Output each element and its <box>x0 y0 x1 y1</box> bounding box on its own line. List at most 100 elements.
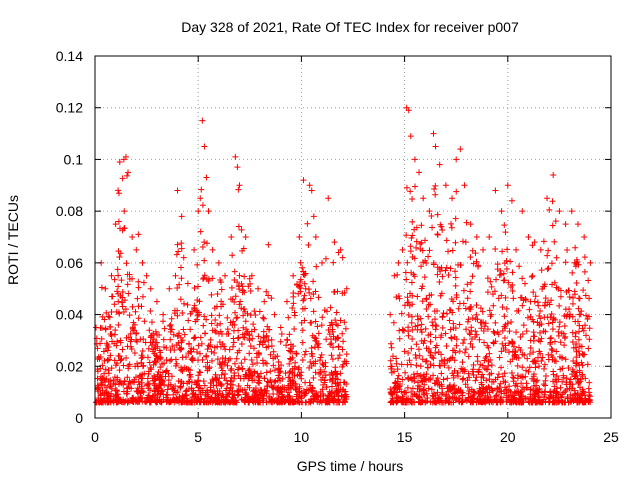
data-point <box>256 389 263 396</box>
data-point <box>299 339 306 346</box>
data-point <box>465 353 472 360</box>
data-point <box>458 399 465 406</box>
data-point <box>248 272 255 279</box>
data-point <box>451 334 458 341</box>
data-point <box>242 234 249 240</box>
data-point <box>117 337 124 344</box>
data-point <box>102 326 109 333</box>
data-point <box>160 318 167 325</box>
data-point <box>260 339 267 346</box>
data-point <box>553 389 560 396</box>
data-point <box>586 325 593 332</box>
data-point <box>493 276 500 283</box>
data-point <box>393 360 400 367</box>
data-point <box>503 394 510 401</box>
data-point <box>391 272 398 279</box>
data-point <box>242 318 249 325</box>
data-point <box>321 377 328 384</box>
data-point <box>537 308 544 315</box>
data-point <box>209 389 216 396</box>
data-point <box>561 323 568 330</box>
data-point <box>133 246 140 253</box>
data-point <box>126 361 133 368</box>
data-point <box>477 305 484 312</box>
data-point <box>520 297 527 304</box>
data-point <box>228 381 235 388</box>
data-point <box>323 398 330 405</box>
data-point <box>586 336 593 343</box>
data-point <box>252 311 259 318</box>
data-point <box>577 384 584 391</box>
data-point <box>144 354 151 361</box>
data-point <box>247 280 254 287</box>
data-point <box>510 378 517 385</box>
data-point <box>276 389 283 396</box>
data-point <box>178 378 185 385</box>
data-point <box>249 361 256 368</box>
data-point <box>582 322 589 329</box>
data-point <box>129 394 136 401</box>
data-point <box>167 357 173 364</box>
data-point <box>110 378 117 385</box>
data-point <box>481 396 488 403</box>
data-point <box>255 285 262 292</box>
data-point <box>408 398 415 405</box>
data-point <box>549 347 556 354</box>
data-point <box>389 399 396 406</box>
data-point <box>409 254 416 261</box>
data-point <box>463 219 470 226</box>
data-point <box>151 380 158 387</box>
data-point <box>195 377 202 384</box>
data-point <box>227 319 234 326</box>
data-point <box>496 354 503 361</box>
data-point <box>484 342 491 349</box>
data-point <box>439 324 446 331</box>
data-point <box>172 383 179 390</box>
data-point <box>498 348 505 355</box>
data-point <box>338 392 345 399</box>
data-point <box>157 364 164 371</box>
data-point <box>461 349 468 356</box>
data-point <box>232 293 239 300</box>
data-point <box>139 363 146 370</box>
data-point <box>121 225 128 232</box>
data-point <box>548 297 555 304</box>
data-point <box>422 358 429 365</box>
data-point <box>255 333 262 340</box>
data-point <box>535 337 542 344</box>
data-point <box>464 377 471 384</box>
data-point <box>553 373 560 380</box>
data-point <box>214 399 221 406</box>
data-point <box>506 328 513 335</box>
data-point <box>501 222 508 229</box>
data-point <box>139 259 146 266</box>
data-point <box>202 392 209 399</box>
data-point <box>147 285 154 292</box>
data-point <box>189 391 196 398</box>
data-point <box>197 391 204 398</box>
data-point <box>572 318 579 325</box>
data-point <box>229 391 236 398</box>
data-point <box>264 323 271 330</box>
data-point <box>446 357 453 364</box>
data-point <box>501 370 508 377</box>
data-point <box>544 195 551 202</box>
x-tick-label: 0 <box>91 429 99 445</box>
data-point <box>394 366 401 373</box>
data-point <box>135 284 142 291</box>
data-point <box>395 292 402 299</box>
data-point <box>184 280 191 287</box>
data-point <box>276 365 283 372</box>
data-point <box>429 319 436 326</box>
data-point <box>239 396 246 403</box>
data-point <box>240 312 247 319</box>
data-point <box>499 373 506 380</box>
data-point <box>168 315 175 322</box>
data-point <box>523 367 530 374</box>
data-point <box>409 326 416 333</box>
data-point <box>431 185 438 192</box>
data-point <box>470 260 477 267</box>
data-point <box>315 294 322 301</box>
data-point <box>395 383 402 390</box>
data-point <box>499 340 506 347</box>
